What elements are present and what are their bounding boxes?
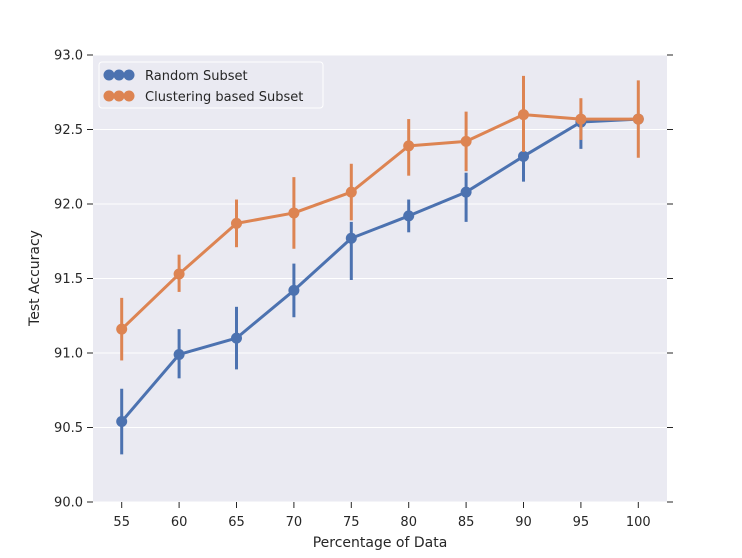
legend-label: Random Subset (145, 69, 248, 84)
x-tick-label: 100 (626, 515, 651, 530)
legend: Random Subset Clustering based Subset (98, 61, 324, 109)
data-point (231, 217, 242, 229)
y-tick-label: 92.0 (54, 198, 83, 213)
x-tick-label: 70 (286, 515, 303, 530)
data-point (288, 284, 300, 296)
data-point (632, 113, 644, 125)
legend-marker (113, 69, 125, 81)
series-line (120, 113, 639, 331)
data-point (173, 348, 185, 360)
data-point (403, 140, 415, 152)
legend-marker (123, 69, 135, 81)
data-point (518, 150, 529, 162)
x-tick-label: 95 (573, 515, 590, 530)
data-point (288, 207, 300, 219)
x-tick-label: 80 (400, 515, 417, 530)
legend-marker (123, 90, 135, 102)
series-line (120, 117, 639, 423)
series-2 (116, 75, 644, 361)
y-tick-label: 91.0 (54, 347, 83, 362)
legend-box (98, 61, 324, 109)
x-tick-label: 90 (515, 515, 532, 530)
data-point (116, 416, 128, 428)
y-tick-label: 91.5 (54, 272, 83, 287)
legend-marker (113, 90, 125, 102)
y-axis-title: Test Accuracy (27, 230, 43, 327)
data-point (231, 332, 242, 344)
data-point (116, 323, 128, 335)
series-layer (116, 75, 644, 455)
data-point (403, 210, 415, 222)
y-tick-label: 93.0 (54, 49, 83, 64)
data-point (575, 113, 587, 125)
y-tick-label: 90.0 (54, 496, 83, 511)
x-axis-title: Percentage of Data (313, 535, 448, 551)
x-tick-label: 55 (113, 515, 130, 530)
x-tick-label: 65 (228, 515, 245, 530)
data-point (345, 232, 357, 244)
y-tick-label: 90.5 (54, 421, 83, 436)
x-tick-label: 60 (171, 515, 188, 530)
data-point (173, 268, 185, 280)
legend-marker (103, 69, 115, 81)
data-point (345, 186, 357, 198)
legend-label: Clustering based Subset (145, 90, 303, 105)
y-tick-label: 92.5 (54, 123, 83, 138)
data-point (460, 135, 472, 147)
legend-marker (103, 90, 115, 102)
data-point (460, 186, 472, 198)
data-point (518, 109, 529, 121)
x-tick-label: 85 (458, 515, 475, 530)
axis-ticks: 90.0 90.5 91.0 91.5 92.0 92.5 93.0 55 60 65 70 75 80… (54, 49, 673, 530)
x-tick-label: 75 (343, 515, 360, 530)
